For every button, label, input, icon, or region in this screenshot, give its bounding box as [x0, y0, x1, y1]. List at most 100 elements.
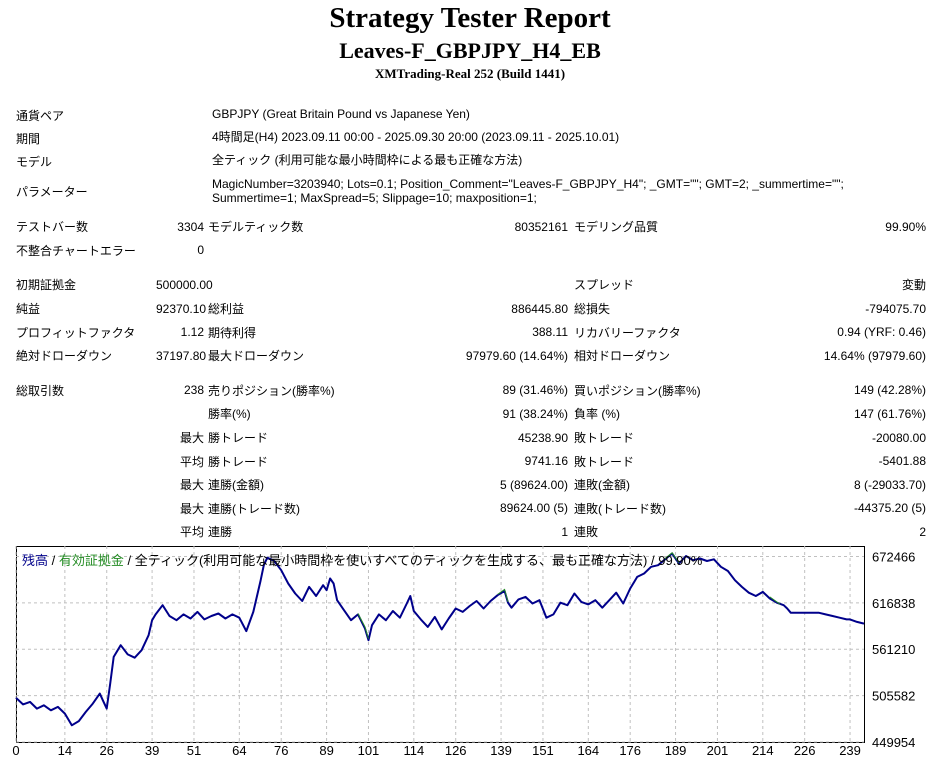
stat-label: テストバー数: [16, 220, 89, 235]
stat-label: リカバリーファクタ: [574, 325, 681, 340]
x-tick-label: 126: [445, 743, 467, 758]
stat-value: 14.64% (97979.60): [823, 348, 926, 363]
stat-label: 負率 (%): [574, 407, 620, 422]
stat-value: 変動: [901, 278, 926, 293]
stats-row: プロフィットファクタ 1.12 期待利得 388.11 リカバリーファクタ 0.…: [16, 320, 926, 344]
stat-value: 8 (-29033.70): [853, 477, 926, 492]
stat-label: 総利益: [208, 302, 245, 317]
info-label: 期間: [16, 132, 41, 146]
x-tick-label: 89: [319, 743, 333, 758]
stat-label: 総損失: [574, 302, 611, 317]
stats-row: 最大 連勝(トレード数) 89624.00 (5) 連敗(トレード数) -443…: [16, 497, 926, 521]
stat-value: 388.11: [532, 325, 568, 340]
stat-label: 相対ドローダウン: [574, 349, 671, 364]
info-label: 通貨ペア: [16, 109, 65, 123]
x-tick-label: 239: [839, 743, 861, 758]
stat-label: 勝トレード: [208, 431, 269, 446]
stat-label: 敗トレード: [574, 431, 635, 446]
stat-value: 1.12: [180, 325, 204, 340]
stat-label: 不整合チャートエラー: [16, 243, 136, 258]
stats-row: 不整合チャートエラー 0: [16, 239, 926, 263]
report-subtitle: Leaves-F_GBPJPY_H4_EB: [339, 38, 601, 63]
stat-label: 勝率(%): [208, 407, 251, 422]
info-symbol-row: 通貨ペア GBPJPY (Great Britain Pound vs Japan…: [16, 107, 926, 124]
x-tick-label: 76: [274, 743, 288, 758]
x-tick-label: 51: [187, 743, 201, 758]
stat-value: 500000.00: [156, 277, 213, 292]
stat-value: 886445.80: [511, 301, 568, 316]
plot-area: [16, 546, 865, 743]
stat-label: 連勝: [208, 525, 233, 540]
stats-row: 最大 連勝(金額) 5 (89624.00) 連敗(金額) 8 (-29033.…: [16, 473, 926, 497]
x-tick-label: 151: [532, 743, 554, 758]
stat-label: 連勝(金額): [208, 478, 264, 493]
y-tick-label: 449954: [872, 735, 915, 750]
stat-label: 最大: [179, 478, 204, 493]
equity-series-line: [664, 551, 680, 563]
stat-value: 97979.60 (14.64%): [465, 348, 568, 363]
x-tick-label: 176: [619, 743, 641, 758]
stat-label: 勝トレード: [208, 454, 269, 469]
info-value: 4時間足(H4) 2023.09.11 00:00 - 2025.09.30 2…: [212, 130, 620, 144]
stats-row: 総取引数 238 売りポジション(勝率%) 89 (31.46%) 買いポジショ…: [16, 379, 926, 403]
stats-row: 初期証拠金 500000.00 スプレッド 変動: [16, 273, 926, 297]
stat-value: 37197.80: [156, 348, 207, 363]
y-tick-label: 561210: [872, 642, 915, 657]
stat-value: 5 (89624.00): [499, 477, 568, 492]
x-tick-label: 214: [752, 743, 774, 758]
stat-label: 初期証拠金: [16, 278, 77, 293]
x-tick-label: 39: [145, 743, 159, 758]
balance-series-line: [15, 552, 865, 727]
equity-series-line: [769, 596, 781, 605]
stat-label: 最大: [179, 431, 204, 446]
equity-series-line: [357, 613, 369, 639]
stat-value: 2: [919, 524, 926, 539]
stat-value: -44375.20 (5): [853, 501, 926, 516]
x-tick-label: 114: [403, 743, 424, 758]
stat-value: 89 (31.46%): [502, 383, 568, 398]
x-tick-label: 0: [12, 743, 19, 758]
stat-label: スプレッド: [574, 278, 635, 293]
stat-label: 売りポジション(勝率%): [208, 383, 335, 398]
stat-value: 147 (61.76%): [853, 406, 926, 421]
y-tick-label: 505582: [872, 689, 915, 704]
info-period-row: 期間 4時間足(H4) 2023.09.11 00:00 - 2025.09.30…: [16, 130, 926, 147]
info-value: 全ティック (利用可能な最小時間枠による最も正確な方法): [212, 153, 523, 167]
stat-label: 平均: [179, 454, 204, 469]
stat-label: 平均: [179, 525, 204, 540]
stat-label: プロフィットファクタ: [16, 325, 136, 340]
stat-value: 99.90%: [885, 219, 926, 234]
stat-label: 連敗(金額): [574, 478, 630, 493]
info-value: GBPJPY (Great Britain Pound vs Japanese …: [212, 107, 470, 121]
stat-label: 期待利得: [208, 325, 257, 340]
y-tick-label: 672466: [872, 549, 915, 564]
x-tick-label: 226: [794, 743, 816, 758]
balance-chart: 0 14 26 39 51 64 76 89 101 114 126 139 151 164 176 189 2…: [12, 546, 930, 760]
balance-chart-svg: 0 14 26 39 51 64 76 89 101 114 126 139 151 164 176 189 2…: [12, 546, 915, 758]
x-tick-label: 164: [577, 743, 599, 758]
stat-value: 0: [197, 243, 204, 258]
stats-table: テストバー数 3304 モデルティック数 80352161 モデリング品質 99…: [16, 215, 926, 544]
stat-label: 最大: [179, 501, 204, 516]
info-label: パラメーター: [16, 185, 88, 199]
x-tick-label: 26: [99, 743, 113, 758]
stat-value: -20080.00: [871, 430, 926, 445]
x-tick-label: 201: [707, 743, 729, 758]
stat-value: 45238.90: [517, 430, 568, 445]
chart-legend: 残高 / 有効証拠金 / 全ティック(利用可能な最小時間枠を使いすべてのティック…: [22, 553, 703, 568]
stat-value: 91 (38.24%): [502, 406, 568, 421]
stats-row: 平均 勝トレード 9741.16 敗トレード -5401.88: [16, 449, 926, 473]
stats-row: 絶対ドローダウン 37197.80 最大ドローダウン 97979.60 (14.…: [16, 344, 926, 368]
x-tick-label: 14: [58, 743, 72, 758]
y-tick-label: 616838: [872, 596, 915, 611]
stat-value: -5401.88: [878, 454, 926, 469]
info-value: MagicNumber=3203940; Lots=0.1; Position_…: [212, 177, 844, 205]
info-label: モデル: [16, 155, 53, 169]
stats-row: 勝率(%) 91 (38.24%) 負率 (%) 147 (61.76%): [16, 402, 926, 426]
stat-value: 3304: [177, 219, 204, 234]
stat-label: 純益: [16, 302, 41, 317]
info-parameters-row: パラメーター MagicNumber=3203940; Lots=0.1; Pos…: [16, 177, 926, 205]
stat-value: 0.94 (YRF: 0.46): [837, 325, 926, 340]
stat-label: 買いポジション(勝率%): [574, 383, 701, 398]
stat-label: 絶対ドローダウン: [16, 349, 113, 364]
